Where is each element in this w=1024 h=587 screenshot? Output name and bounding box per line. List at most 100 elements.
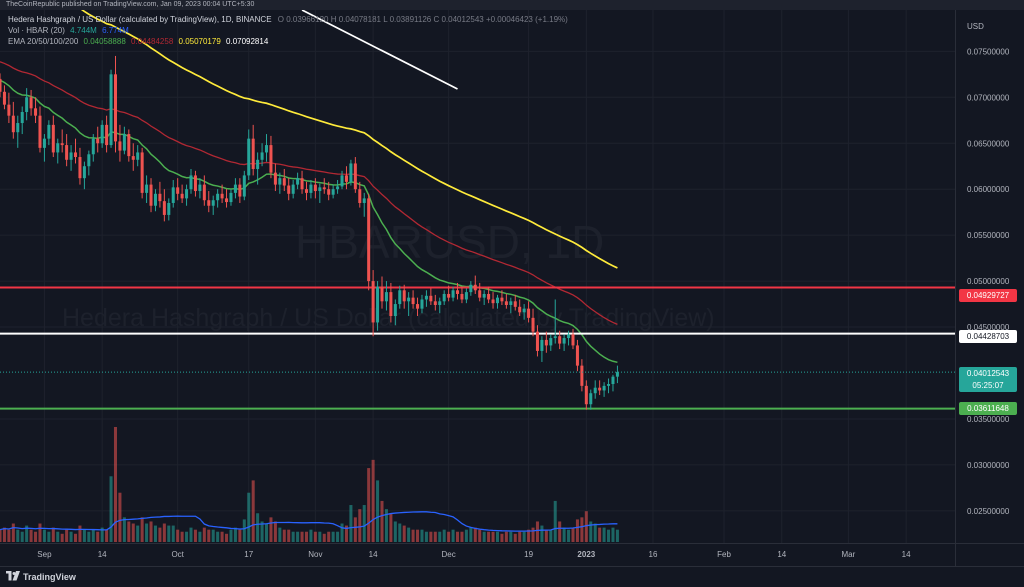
volume-bar [265, 523, 269, 542]
candle-body [225, 198, 229, 203]
candle-body [149, 184, 153, 206]
volume-bar [322, 533, 326, 542]
currency-label: USD [967, 22, 984, 31]
volume-bar [575, 519, 579, 542]
candle-body [140, 152, 144, 193]
volume-bar [535, 521, 539, 542]
candle-body [393, 304, 397, 317]
candle-body [535, 331, 539, 351]
publish-bar: TheCoinRepublic published on TradingView… [0, 0, 1024, 10]
volume-bar [518, 531, 522, 542]
candle-body [482, 293, 486, 298]
candle-body [495, 297, 499, 304]
volume-bar [100, 527, 104, 542]
volume-bar [29, 529, 33, 542]
footer-bar: TradingView [0, 566, 1024, 587]
legend-title-row: Hedera Hashgraph / US Dollar (calculated… [8, 14, 568, 25]
candle-body [607, 384, 611, 386]
volume-bar [407, 527, 411, 542]
candle-body [447, 293, 451, 298]
candle-body [109, 74, 113, 146]
candle-body [100, 124, 104, 144]
tradingview-logo-icon[interactable] [6, 571, 20, 582]
volume-bar [131, 523, 135, 542]
candle-body [2, 91, 6, 105]
volume-bar [393, 521, 397, 542]
candle-body [504, 301, 508, 305]
volume-bar [211, 529, 215, 542]
candle-body [47, 124, 51, 139]
time-tick-label: Dec [442, 550, 456, 559]
candle-body [180, 193, 184, 199]
volume-bar [20, 531, 24, 542]
volume-bar [278, 527, 282, 542]
symbol-title[interactable]: Hedera Hashgraph / US Dollar (calculated… [8, 15, 272, 24]
candle-body [540, 339, 544, 351]
tradingview-brand[interactable]: TradingView [23, 572, 76, 582]
candle-body [353, 163, 357, 190]
ema-label[interactable]: EMA 20/50/100/200 [8, 37, 79, 46]
volume-bar [598, 527, 602, 542]
candle-body [251, 138, 255, 169]
volume-bar [247, 492, 251, 542]
candle-body [162, 201, 166, 215]
legend-volume-row: Vol · HBAR (20) 4.744M 6.774M [8, 25, 568, 36]
time-tick-label: 14 [902, 550, 911, 559]
volume-bar [42, 529, 46, 542]
candle-body [433, 301, 437, 305]
chart-legend: Hedera Hashgraph / US Dollar (calculated… [8, 14, 568, 47]
volume-bar [438, 531, 442, 542]
time-tick-label: Oct [171, 550, 184, 559]
volume-bar [56, 531, 60, 542]
volume-bar [562, 527, 566, 542]
volume-ma-line [0, 511, 618, 532]
candle-body [91, 138, 95, 155]
volume-label[interactable]: Vol · HBAR (20) [8, 26, 65, 35]
time-tick-label: 16 [649, 550, 658, 559]
volume-bar [558, 521, 562, 542]
price-tick-label: 0.06000000 [967, 185, 1010, 194]
volume-bar [11, 523, 15, 542]
volume-bar [0, 529, 2, 542]
candle-body [278, 178, 282, 185]
volume-bar [78, 525, 82, 542]
volume-bar [580, 517, 584, 542]
volume-bar [74, 533, 78, 542]
volume-bar [69, 531, 73, 542]
candle-body [291, 184, 295, 194]
time-tick-label: 14 [777, 550, 786, 559]
volume-bar [176, 529, 180, 542]
volume-bar [456, 531, 460, 542]
volume-bar [473, 527, 477, 542]
candle-body [247, 138, 251, 176]
candle-body [78, 157, 82, 179]
time-tick-label: Mar [842, 550, 856, 559]
volume-bar [469, 527, 473, 542]
price-chart[interactable]: USD 0.07500000 0.07000000 0.06500000 0.06000… [0, 10, 1024, 566]
volume-bar [611, 527, 615, 542]
volume-bar [358, 509, 362, 542]
candle-body [216, 193, 220, 201]
volume-bar [447, 531, 451, 542]
volume-bar [442, 529, 446, 542]
candle-body [158, 193, 162, 202]
volume-bar [225, 533, 229, 542]
volume-bar [460, 531, 464, 542]
volume-bar [149, 521, 153, 542]
volume-bar [91, 529, 95, 542]
volume-bar [273, 521, 277, 542]
volume-bar [47, 531, 51, 542]
candle-body [51, 124, 55, 153]
volume-bar [451, 529, 455, 542]
time-tick-label: 17 [244, 550, 253, 559]
volume-bar [82, 529, 86, 542]
volume-bar [495, 531, 499, 542]
candle-body [575, 345, 579, 366]
volume-bar [2, 527, 6, 542]
volume-bar [398, 523, 402, 542]
candle-body [340, 175, 344, 187]
volume-bar [158, 527, 162, 542]
candle-body [456, 290, 460, 294]
volume-bar [256, 513, 260, 542]
candle-body [74, 152, 78, 158]
